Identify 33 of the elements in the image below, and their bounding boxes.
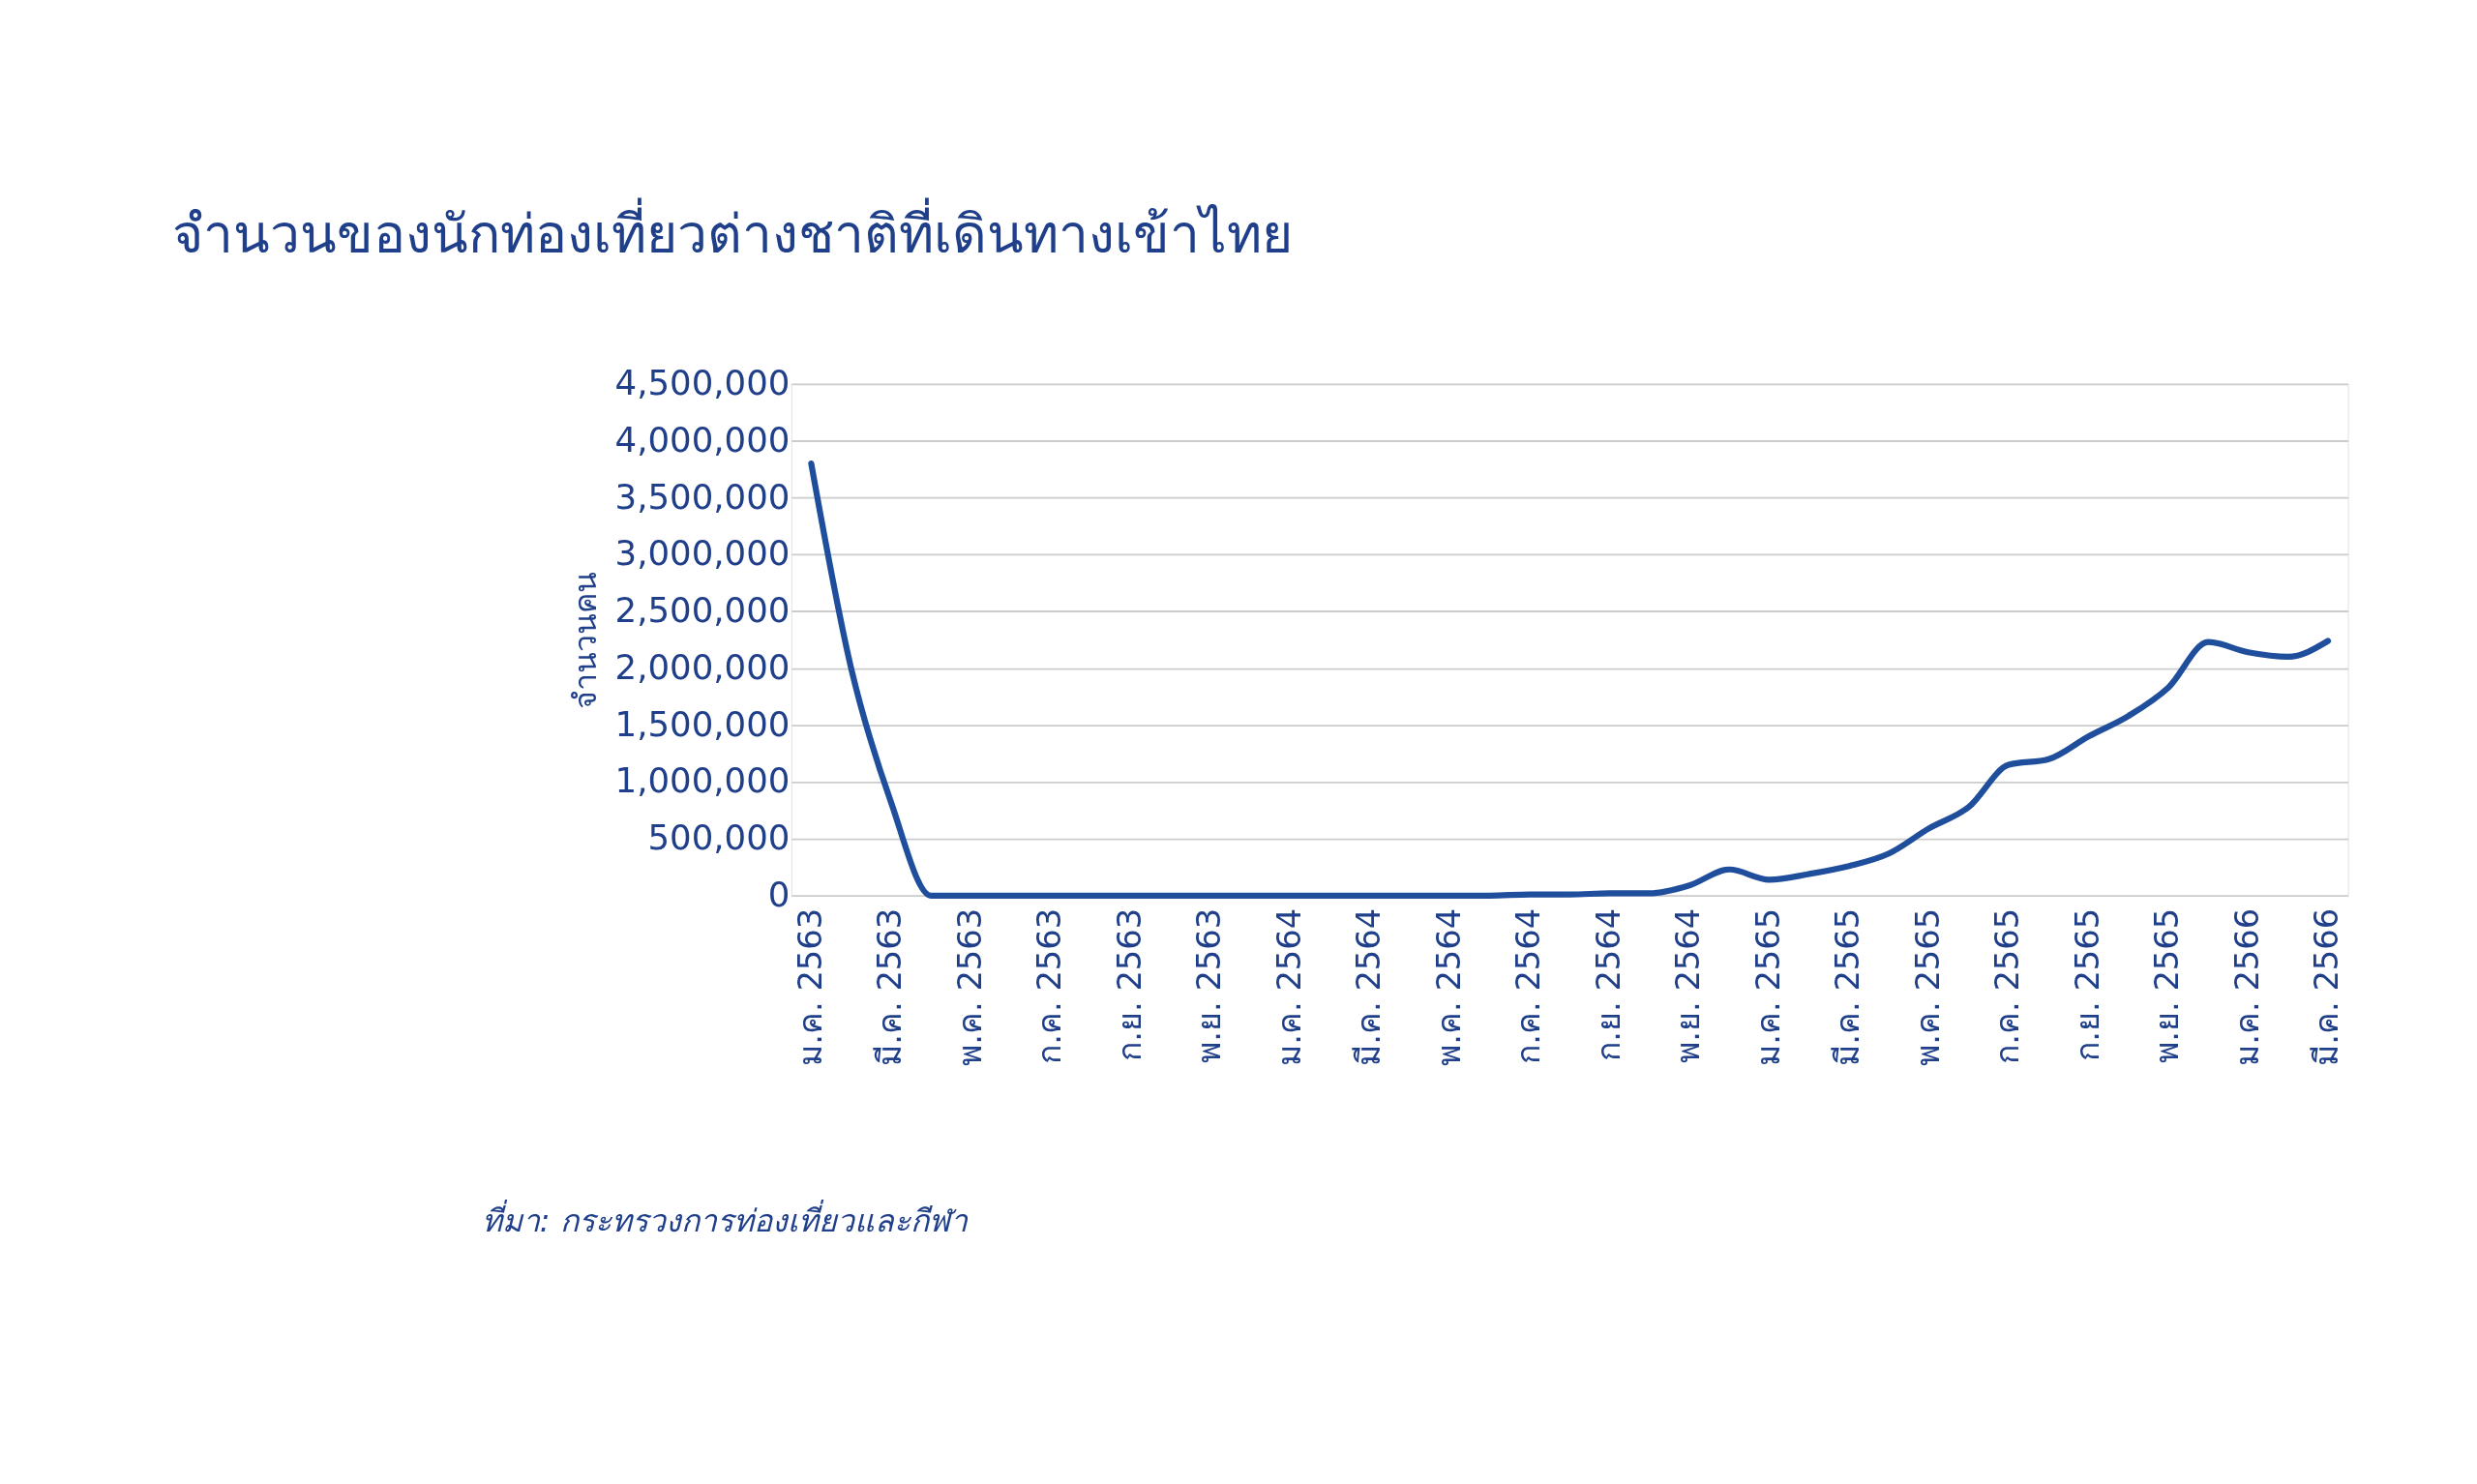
x-tick-label: มี.ค. 2566 — [2308, 907, 2346, 1066]
x-tick-label: มี.ค. 2563 — [871, 907, 910, 1066]
x-tick-label: ก.ย. 2565 — [2068, 907, 2106, 1061]
x-tick-label: ก.ค. 2565 — [1988, 907, 2027, 1064]
x-tick-label: พ.ย. 2565 — [2148, 907, 2187, 1063]
y-tick-label: 3,000,000 — [614, 533, 791, 574]
x-tick-label: พ.ค. 2564 — [1429, 907, 1468, 1066]
x-tick-label: ม.ค. 2564 — [1269, 907, 1308, 1066]
chart-title: จำนวนของนักท่องเที่ยวต่างชาติที่เดินทางเข้าไทย — [171, 196, 1293, 265]
y-tick-label: 2,500,000 — [614, 590, 791, 631]
y-tick-label: 0 — [767, 874, 791, 914]
x-tick-label: ม.ค. 2563 — [791, 907, 829, 1066]
x-tick-label: ม.ค. 2565 — [1748, 907, 1787, 1066]
y-tick-label: 3,500,000 — [614, 476, 791, 517]
y-tick-label: 1,500,000 — [614, 703, 791, 744]
x-tick-label: ก.ค. 2564 — [1509, 907, 1548, 1064]
x-tick-label: ก.ย. 2563 — [1110, 907, 1149, 1061]
x-tick-label: พ.ย. 2564 — [1669, 907, 1708, 1063]
text: ที่มา: กระทรวงการท่องเที่ยวและกีฬา — [481, 1200, 969, 1240]
x-tick-label: พ.ค. 2565 — [1908, 907, 1947, 1066]
y-tick-label: 500,000 — [647, 817, 791, 858]
x-tick-label: ม.ค. 2566 — [2227, 907, 2266, 1066]
x-tick-label: ก.ค. 2563 — [1030, 907, 1069, 1064]
x-tick-label: มี.ค. 2564 — [1350, 907, 1388, 1066]
y-axis-title: จำนวนคน — [566, 571, 604, 709]
y-tick-label: 4,500,000 — [614, 363, 791, 402]
y-tick-label: 2,000,000 — [614, 646, 791, 687]
y-tick-label: 1,000,000 — [614, 760, 791, 801]
x-tick-label: พ.ค. 2563 — [950, 907, 989, 1066]
x-tick-label: ก.ย. 2564 — [1589, 907, 1627, 1061]
x-tick-label: มี.ค. 2565 — [1829, 907, 1867, 1066]
y-tick-label: 4,000,000 — [614, 419, 791, 460]
x-tick-label: พ.ย. 2563 — [1190, 907, 1229, 1063]
